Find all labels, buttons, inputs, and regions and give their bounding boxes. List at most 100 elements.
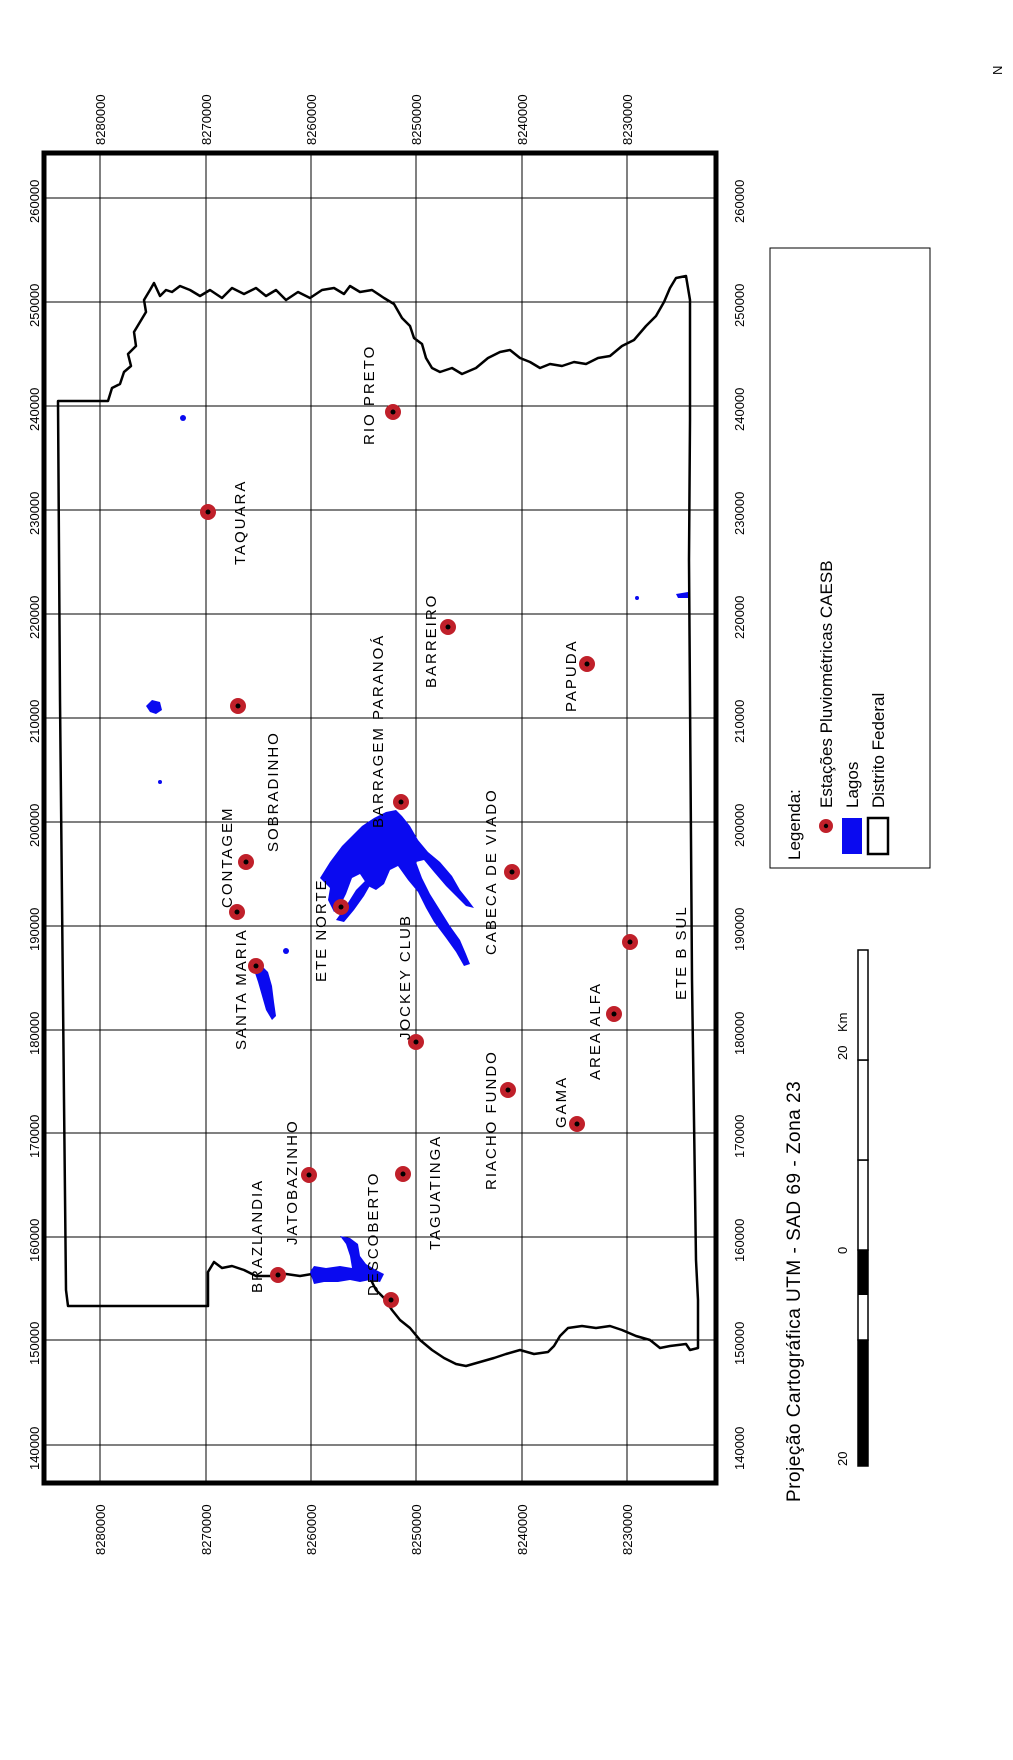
station-marker[interactable] bbox=[395, 1166, 411, 1182]
legend-label-lakes: Lagos bbox=[843, 762, 862, 808]
station-label-gama: GAMA bbox=[553, 1076, 570, 1128]
scale-bar-segment bbox=[857, 1159, 869, 1251]
northing-label: 8260000 bbox=[304, 94, 319, 145]
station-labels: BRAZLANDIA JATOBAZINHO SANTA MARIA CONTA… bbox=[219, 345, 690, 1296]
station-label-brazlandia: BRAZLANDIA bbox=[249, 1179, 266, 1293]
easting-label: 190000 bbox=[27, 908, 42, 951]
northing-label: 8280000 bbox=[93, 94, 108, 145]
lake-speck bbox=[158, 780, 162, 784]
easting-label: 250000 bbox=[27, 284, 42, 327]
legend: Legenda: Estações Pluviométricas CAESB L… bbox=[769, 247, 931, 869]
legend-boundary-symbol bbox=[866, 816, 890, 856]
station-marker[interactable] bbox=[383, 1292, 399, 1308]
station-marker[interactable] bbox=[408, 1034, 424, 1050]
station-marker[interactable] bbox=[385, 404, 401, 420]
lake-paranoa bbox=[320, 810, 474, 966]
north-arrow-label: N bbox=[990, 66, 1005, 75]
northing-label: 8270000 bbox=[199, 94, 214, 145]
northing-label: 8240000 bbox=[515, 94, 530, 145]
station-label-ete-b-sul: ETE B SUL bbox=[673, 905, 690, 1000]
easting-label: 150000 bbox=[732, 1322, 747, 1365]
station-marker[interactable] bbox=[569, 1116, 585, 1132]
easting-label: 190000 bbox=[732, 908, 747, 951]
northing-labels-top: 8280000 8270000 8260000 8250000 8240000 … bbox=[93, 94, 635, 145]
northing-label: 8260000 bbox=[304, 1504, 319, 1555]
station-markers bbox=[200, 404, 638, 1308]
station-marker[interactable] bbox=[238, 854, 254, 870]
easting-label: 210000 bbox=[27, 700, 42, 743]
lake-speck bbox=[180, 415, 186, 421]
easting-label: 150000 bbox=[27, 1322, 42, 1365]
easting-label: 250000 bbox=[732, 284, 747, 327]
easting-label: 260000 bbox=[732, 180, 747, 223]
easting-label: 200000 bbox=[732, 804, 747, 847]
station-marker[interactable] bbox=[248, 958, 264, 974]
northing-label: 8230000 bbox=[620, 94, 635, 145]
easting-label: 210000 bbox=[732, 700, 747, 743]
easting-label: 180000 bbox=[27, 1012, 42, 1055]
lake-santa-maria bbox=[254, 962, 276, 1020]
scale-bar-segment bbox=[858, 1340, 868, 1403]
legend-title: Legenda: bbox=[785, 789, 804, 860]
easting-label: 240000 bbox=[732, 388, 747, 431]
station-label-rio-preto: RIO PRETO bbox=[361, 345, 378, 445]
easting-label: 220000 bbox=[27, 596, 42, 639]
station-label-taquara: TAQUARA bbox=[232, 480, 249, 565]
easting-label: 230000 bbox=[27, 492, 42, 535]
legend-lake-symbol bbox=[842, 818, 862, 854]
easting-label: 260000 bbox=[27, 180, 42, 223]
station-marker[interactable] bbox=[504, 864, 520, 880]
station-label-jatobazinho: JATOBAZINHO bbox=[284, 1119, 301, 1245]
station-marker[interactable] bbox=[229, 904, 245, 920]
station-marker[interactable] bbox=[333, 899, 349, 915]
easting-label: 140000 bbox=[732, 1427, 747, 1470]
northing-label: 8230000 bbox=[620, 1504, 635, 1555]
lake-speck bbox=[283, 948, 289, 954]
easting-label: 220000 bbox=[732, 596, 747, 639]
easting-label: 160000 bbox=[732, 1219, 747, 1262]
station-label-papuda: PAPUDA bbox=[563, 639, 580, 712]
station-marker[interactable] bbox=[500, 1082, 516, 1098]
northing-label: 8250000 bbox=[409, 94, 424, 145]
station-label-contagem: CONTAGEM bbox=[219, 806, 236, 908]
station-marker[interactable] bbox=[606, 1006, 622, 1022]
scale-bar-segment bbox=[858, 1250, 868, 1295]
station-label-descoberto: DESCOBERTO bbox=[365, 1172, 382, 1296]
north-arrow: N bbox=[990, 66, 1005, 75]
easting-labels-right: 140000 150000 160000 170000 180000 19000… bbox=[732, 180, 747, 1470]
easting-label: 200000 bbox=[27, 804, 42, 847]
station-marker[interactable] bbox=[301, 1167, 317, 1183]
legend-station-symbol bbox=[819, 819, 833, 833]
northing-label: 8270000 bbox=[199, 1504, 214, 1555]
lake-small-north bbox=[146, 700, 162, 714]
station-marker[interactable] bbox=[200, 504, 216, 520]
scale-bar-segment bbox=[858, 1403, 868, 1466]
easting-label: 140000 bbox=[27, 1427, 42, 1470]
lakes bbox=[146, 415, 688, 1284]
scale-label-left: 20 bbox=[835, 1452, 850, 1466]
station-marker[interactable] bbox=[440, 619, 456, 635]
scale-bar-segment bbox=[857, 949, 869, 1061]
station-label-santa-maria: SANTA MARIA bbox=[233, 928, 250, 1050]
station-label-ete-norte: ETE NORTE bbox=[313, 878, 330, 982]
easting-label: 180000 bbox=[732, 1012, 747, 1055]
scale-label-zero: 0 bbox=[835, 1247, 850, 1254]
station-label-jockey-club: JOCKEY CLUB bbox=[397, 914, 414, 1040]
easting-label: 240000 bbox=[27, 388, 42, 431]
projection-label: Projeção Cartográfica UTM - SAD 69 - Zon… bbox=[784, 1081, 805, 1502]
station-label-cabeca-de-viado: CABECA DE VIADO bbox=[483, 788, 500, 955]
easting-label: 170000 bbox=[732, 1115, 747, 1158]
station-label-taguatinga: TAGUATINGA bbox=[427, 1135, 444, 1250]
station-marker[interactable] bbox=[393, 794, 409, 810]
lake-small-south bbox=[676, 592, 688, 598]
station-label-barragem-paranoa: BARRAGEM PARANOÁ bbox=[370, 634, 387, 828]
station-marker[interactable] bbox=[270, 1267, 286, 1283]
easting-label: 230000 bbox=[732, 492, 747, 535]
station-marker[interactable] bbox=[230, 698, 246, 714]
easting-label: 160000 bbox=[27, 1219, 42, 1262]
legend-label-stations: Estações Pluviométricas CAESB bbox=[817, 560, 836, 808]
station-marker[interactable] bbox=[622, 934, 638, 950]
easting-label: 170000 bbox=[27, 1115, 42, 1158]
station-marker[interactable] bbox=[579, 656, 595, 672]
